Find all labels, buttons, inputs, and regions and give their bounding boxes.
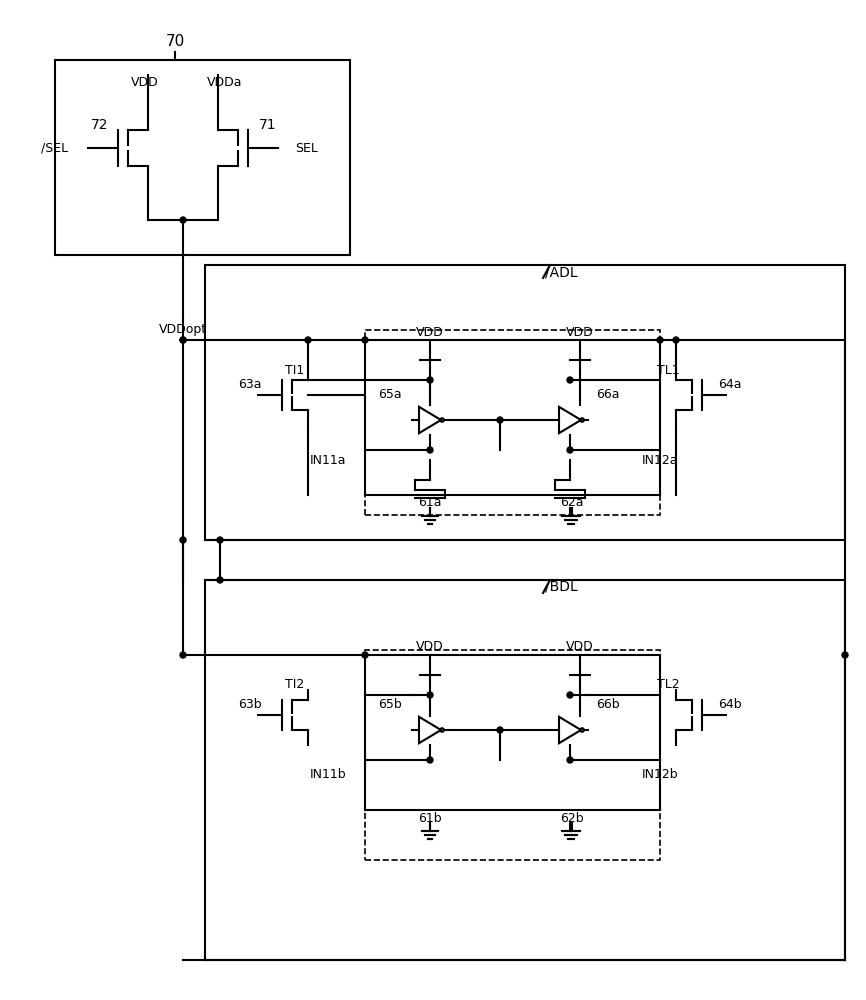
- Polygon shape: [559, 407, 581, 433]
- Text: 72: 72: [91, 118, 109, 132]
- Circle shape: [427, 447, 433, 453]
- Text: /BDL: /BDL: [545, 580, 578, 594]
- Circle shape: [362, 652, 368, 658]
- Circle shape: [217, 577, 223, 583]
- Circle shape: [657, 337, 663, 343]
- Text: 62b: 62b: [560, 812, 584, 824]
- Circle shape: [567, 447, 573, 453]
- Text: 61a: 61a: [418, 496, 442, 510]
- Text: 63a: 63a: [238, 378, 262, 391]
- Text: 65b: 65b: [378, 698, 402, 712]
- Text: IN12a: IN12a: [642, 454, 678, 466]
- Circle shape: [362, 337, 368, 343]
- Text: 66a: 66a: [597, 388, 620, 401]
- Text: SEL: SEL: [295, 141, 318, 154]
- Text: TI2: TI2: [286, 678, 305, 692]
- Circle shape: [567, 377, 573, 383]
- Circle shape: [842, 652, 848, 658]
- Text: VDD: VDD: [566, 326, 594, 338]
- Text: IN11b: IN11b: [310, 768, 346, 782]
- Circle shape: [180, 337, 186, 343]
- Circle shape: [427, 757, 433, 763]
- Circle shape: [180, 217, 186, 223]
- Text: /ADL: /ADL: [545, 265, 578, 279]
- Text: 66b: 66b: [596, 698, 620, 712]
- Text: IN12b: IN12b: [642, 768, 678, 782]
- Text: IN11a: IN11a: [310, 454, 346, 466]
- Circle shape: [497, 727, 503, 733]
- Bar: [205, 265, 845, 540]
- Bar: [55, 60, 350, 255]
- Text: VDD: VDD: [417, 326, 444, 338]
- Circle shape: [427, 377, 433, 383]
- Text: VDD: VDD: [417, 641, 444, 654]
- Text: /SEL: /SEL: [41, 141, 68, 154]
- Text: 65a: 65a: [378, 388, 402, 401]
- Bar: [205, 580, 845, 960]
- Text: VDDopt: VDDopt: [159, 324, 207, 336]
- Circle shape: [427, 692, 433, 698]
- Text: TL1: TL1: [657, 363, 680, 376]
- Text: 70: 70: [165, 34, 184, 49]
- Text: 63b: 63b: [238, 698, 262, 712]
- Circle shape: [180, 652, 186, 658]
- Text: VDD: VDD: [131, 76, 158, 89]
- Circle shape: [217, 537, 223, 543]
- Text: TI1: TI1: [286, 363, 305, 376]
- Circle shape: [180, 537, 186, 543]
- Circle shape: [567, 692, 573, 698]
- Polygon shape: [419, 717, 441, 743]
- Circle shape: [567, 757, 573, 763]
- Circle shape: [497, 417, 503, 423]
- Circle shape: [180, 337, 186, 343]
- Text: 71: 71: [259, 118, 277, 132]
- Circle shape: [673, 337, 679, 343]
- Polygon shape: [559, 717, 581, 743]
- Text: 61b: 61b: [418, 812, 442, 824]
- Text: VDDa: VDDa: [207, 76, 242, 89]
- Text: VDD: VDD: [566, 641, 594, 654]
- Text: TL2: TL2: [657, 678, 680, 692]
- Polygon shape: [419, 407, 441, 433]
- Text: 64a: 64a: [718, 378, 742, 391]
- Text: 62a: 62a: [560, 496, 584, 510]
- Bar: [365, 650, 660, 860]
- Text: 64b: 64b: [718, 698, 742, 712]
- Bar: [365, 330, 660, 515]
- Circle shape: [305, 337, 311, 343]
